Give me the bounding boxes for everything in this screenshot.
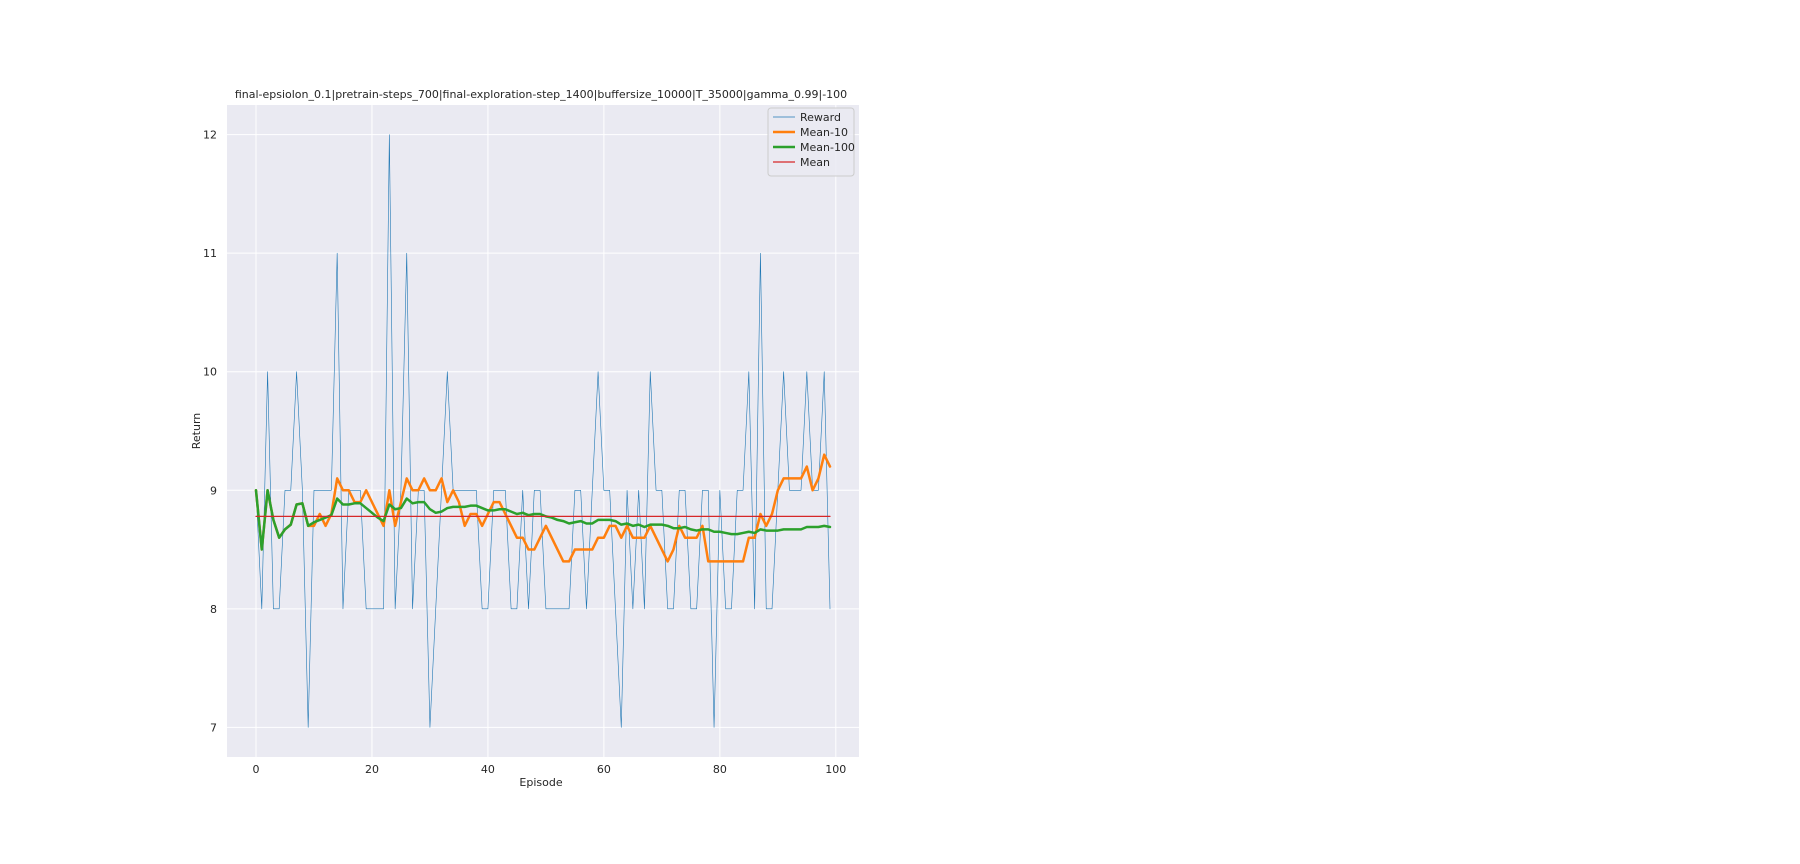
- legend-label: Reward: [800, 111, 841, 124]
- series-line-reward: [255, 134, 831, 728]
- y-tick-label: 10: [203, 366, 217, 379]
- y-tick-label: 8: [210, 603, 217, 616]
- legend: Reward Mean-10 Mean-100 Mean: [767, 107, 855, 177]
- y-tick-label: 9: [210, 484, 217, 497]
- y-tick-label: 12: [203, 129, 217, 142]
- plot-area: [227, 105, 859, 757]
- y-tick-label: 7: [210, 721, 217, 734]
- legend-box: [767, 107, 855, 177]
- legend-label: Mean: [800, 156, 830, 169]
- y-tick-labels: 7 8 9 10 11 12: [203, 129, 217, 735]
- x-tick-label: 20: [365, 763, 379, 776]
- x-tick-label: 60: [597, 763, 611, 776]
- x-axis-label: Episode: [519, 776, 562, 789]
- chart-title: final-epsiolon_0.1|pretrain-steps_700|fi…: [235, 88, 847, 101]
- legend-label: Mean-10: [800, 126, 848, 139]
- x-tick-label: 40: [481, 763, 495, 776]
- x-tick-label: 100: [825, 763, 846, 776]
- series-line-mean-10: [254, 453, 832, 563]
- y-tick-label: 11: [203, 247, 217, 260]
- y-axis-label: Return: [190, 413, 203, 450]
- legend-label: Mean-100: [800, 141, 855, 154]
- x-tick-label: 80: [713, 763, 727, 776]
- series-line-mean-100: [254, 489, 832, 551]
- grid: [227, 105, 859, 757]
- series-lines: [254, 134, 832, 728]
- x-tick-label: 0: [252, 763, 259, 776]
- x-tick-labels: 0 20 40 60 80 100: [252, 763, 846, 776]
